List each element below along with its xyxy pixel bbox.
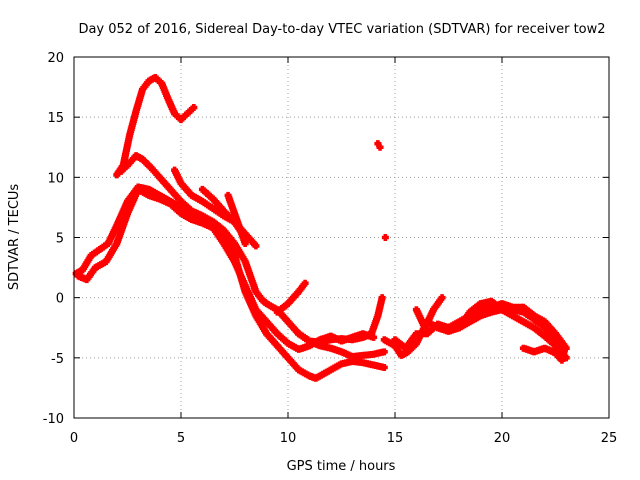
data-point bbox=[220, 234, 237, 258]
data-points bbox=[72, 73, 570, 382]
x-tick-label: 25 bbox=[601, 431, 618, 446]
data-point bbox=[237, 227, 249, 248]
series-track-14 bbox=[519, 344, 566, 364]
data-point bbox=[231, 240, 248, 264]
series-track-8 bbox=[273, 279, 309, 316]
data-point bbox=[252, 312, 270, 336]
data-point bbox=[119, 133, 133, 169]
series-track-2 bbox=[74, 185, 388, 382]
ticks bbox=[73, 56, 610, 419]
data-point bbox=[552, 349, 566, 364]
x-tick-label: 15 bbox=[387, 431, 404, 446]
data-point bbox=[126, 109, 140, 139]
tick-labels: 0 5 10 15 20 25 -10 -5 0 5 10 15 20 bbox=[43, 51, 618, 446]
x-tick-label: 20 bbox=[494, 431, 511, 446]
y-tick-label: -10 bbox=[43, 412, 64, 427]
y-tick-label: 20 bbox=[47, 51, 64, 66]
data-point bbox=[241, 230, 260, 250]
data-point bbox=[231, 252, 249, 294]
series-track-11 bbox=[391, 300, 570, 352]
series-isolated bbox=[374, 140, 389, 241]
data-point bbox=[421, 308, 437, 332]
data-point bbox=[430, 294, 446, 314]
x-tick-label: 10 bbox=[280, 431, 297, 446]
y-axis-label: SDTVAR / TECUs bbox=[7, 184, 22, 291]
series-track-13 bbox=[455, 297, 570, 362]
y-tick-label: 10 bbox=[47, 171, 64, 186]
data-point bbox=[132, 87, 146, 115]
y-tick-label: -5 bbox=[51, 352, 64, 367]
data-point bbox=[113, 199, 131, 229]
y-tick-label: 5 bbox=[56, 232, 64, 247]
data-point bbox=[370, 361, 388, 371]
data-point bbox=[295, 279, 309, 296]
series-track-7 bbox=[224, 191, 249, 248]
x-tick-label: 0 bbox=[70, 431, 78, 446]
data-point bbox=[376, 143, 384, 151]
chart-title: Day 052 of 2016, Sidereal Day-to-day VTE… bbox=[78, 22, 605, 37]
data-point bbox=[552, 342, 570, 362]
data-point bbox=[171, 166, 184, 185]
data-point bbox=[124, 187, 141, 217]
x-tick-label: 5 bbox=[177, 431, 185, 446]
x-axis-label: GPS time / hours bbox=[287, 459, 396, 474]
data-point bbox=[370, 348, 388, 358]
data-point bbox=[374, 294, 386, 320]
series-track-12 bbox=[412, 294, 446, 332]
data-point bbox=[102, 241, 120, 266]
series-track-9 bbox=[295, 294, 386, 346]
data-point bbox=[552, 330, 570, 352]
data-point bbox=[381, 234, 389, 241]
y-tick-label: 15 bbox=[47, 111, 64, 126]
series-track-3 bbox=[113, 73, 198, 179]
y-tick-label: 0 bbox=[56, 292, 64, 307]
data-point bbox=[104, 223, 120, 248]
data-point bbox=[183, 104, 198, 118]
data-point bbox=[113, 211, 131, 248]
data-point bbox=[374, 140, 382, 148]
